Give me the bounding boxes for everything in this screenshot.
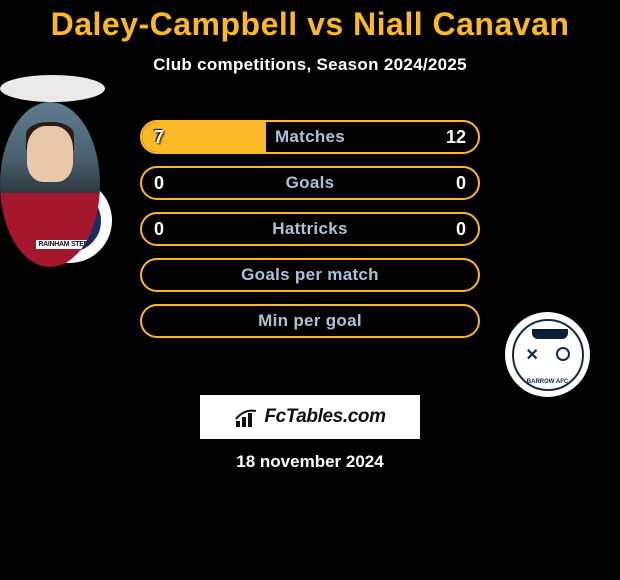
stat-bar-hattricks: 0Hattricks0: [140, 212, 480, 246]
stat-label: Hattricks: [142, 219, 478, 239]
player-right-avatar: RAINHAM STEEL: [0, 102, 100, 267]
fctables-icon: [234, 407, 260, 427]
subtitle: Club competitions, Season 2024/2025: [0, 55, 620, 75]
stat-label: Matches: [142, 127, 478, 147]
jersey-sponsor: RAINHAM STEEL: [36, 240, 94, 249]
stat-label: Goals: [142, 173, 478, 193]
page-title: Daley-Campbell vs Niall Canavan: [0, 0, 620, 43]
player-left-avatar: [0, 75, 105, 102]
comparison-card: Daley-Campbell vs Niall Canavan Club com…: [0, 0, 620, 580]
stat-label: Min per goal: [142, 311, 478, 331]
brand-label: FcTables.com: [264, 406, 385, 428]
stat-right-value: 0: [456, 219, 466, 240]
stat-bar-goals: 0Goals0: [140, 166, 480, 200]
stat-bar-matches: 7Matches12: [140, 120, 480, 154]
stat-right-value: 12: [446, 127, 466, 148]
stats-container: 7Matches120Goals00Hattricks0Goals per ma…: [140, 120, 480, 350]
brand-box[interactable]: FcTables.com: [200, 395, 420, 439]
stat-right-value: 0: [456, 173, 466, 194]
stat-label: Goals per match: [142, 265, 478, 285]
stat-bar-min-per-goal: Min per goal: [140, 304, 480, 338]
barrow-icon: ✕ BARROW AFC: [512, 319, 584, 391]
club-right-crest: ✕ BARROW AFC: [505, 312, 590, 397]
date-label: 18 november 2024: [0, 452, 620, 472]
stat-bar-goals-per-match: Goals per match: [140, 258, 480, 292]
